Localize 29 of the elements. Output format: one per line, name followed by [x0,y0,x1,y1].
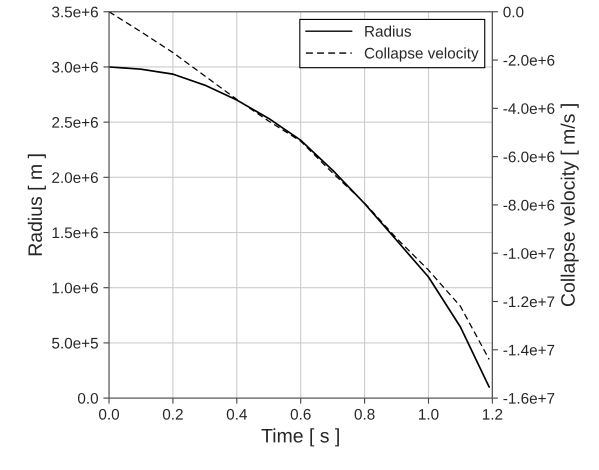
x-axis-title: Time [ s ] [262,428,339,446]
legend-label: Radius [365,26,411,37]
x-tick-label: 1.2 [482,408,502,420]
y2-tick-label: -1.0e+7 [503,248,554,259]
y2-axis-title: Collapse velocity [ m/s ] [560,104,579,306]
x-tick-label: 0.2 [162,408,183,420]
y2-tick-label: -2.0e+6 [503,54,554,66]
y-tick-label: 1.0e+6 [52,282,98,294]
y-tick-label: 0.0 [78,392,98,404]
y-tick-label: 3.5e+6 [52,6,98,18]
y-axis-title: Radius [ m ] [28,154,46,256]
y2-tick-label: -6.0e+6 [503,151,554,162]
y2-tick-label: 0.0 [503,6,524,18]
y-tick-label: 2.5e+6 [52,117,98,128]
legend-label: Collapse velocity [364,47,479,62]
y2-tick-label: -1.6e+7 [503,392,554,404]
x-tick-label: 0.8 [354,408,375,420]
y2-tick-label: -8.0e+6 [503,200,554,211]
y2-tick-label: -1.4e+7 [503,344,554,356]
y-tick-label: 5.0e+5 [52,338,98,349]
y2-tick-label: -1.2e+7 [503,296,554,308]
y-tick-label: 3.0e+6 [52,62,98,73]
x-tick-label: 0.4 [226,408,247,420]
y-tick-label: 1.5e+6 [52,227,98,238]
y-tick-label: 2.0e+6 [52,172,98,184]
x-tick-label: 1.0 [419,408,439,420]
y2-tick-label: -4.0e+6 [503,103,554,114]
x-tick-label: 0.6 [290,408,311,420]
x-tick-label: 0.0 [98,408,120,420]
